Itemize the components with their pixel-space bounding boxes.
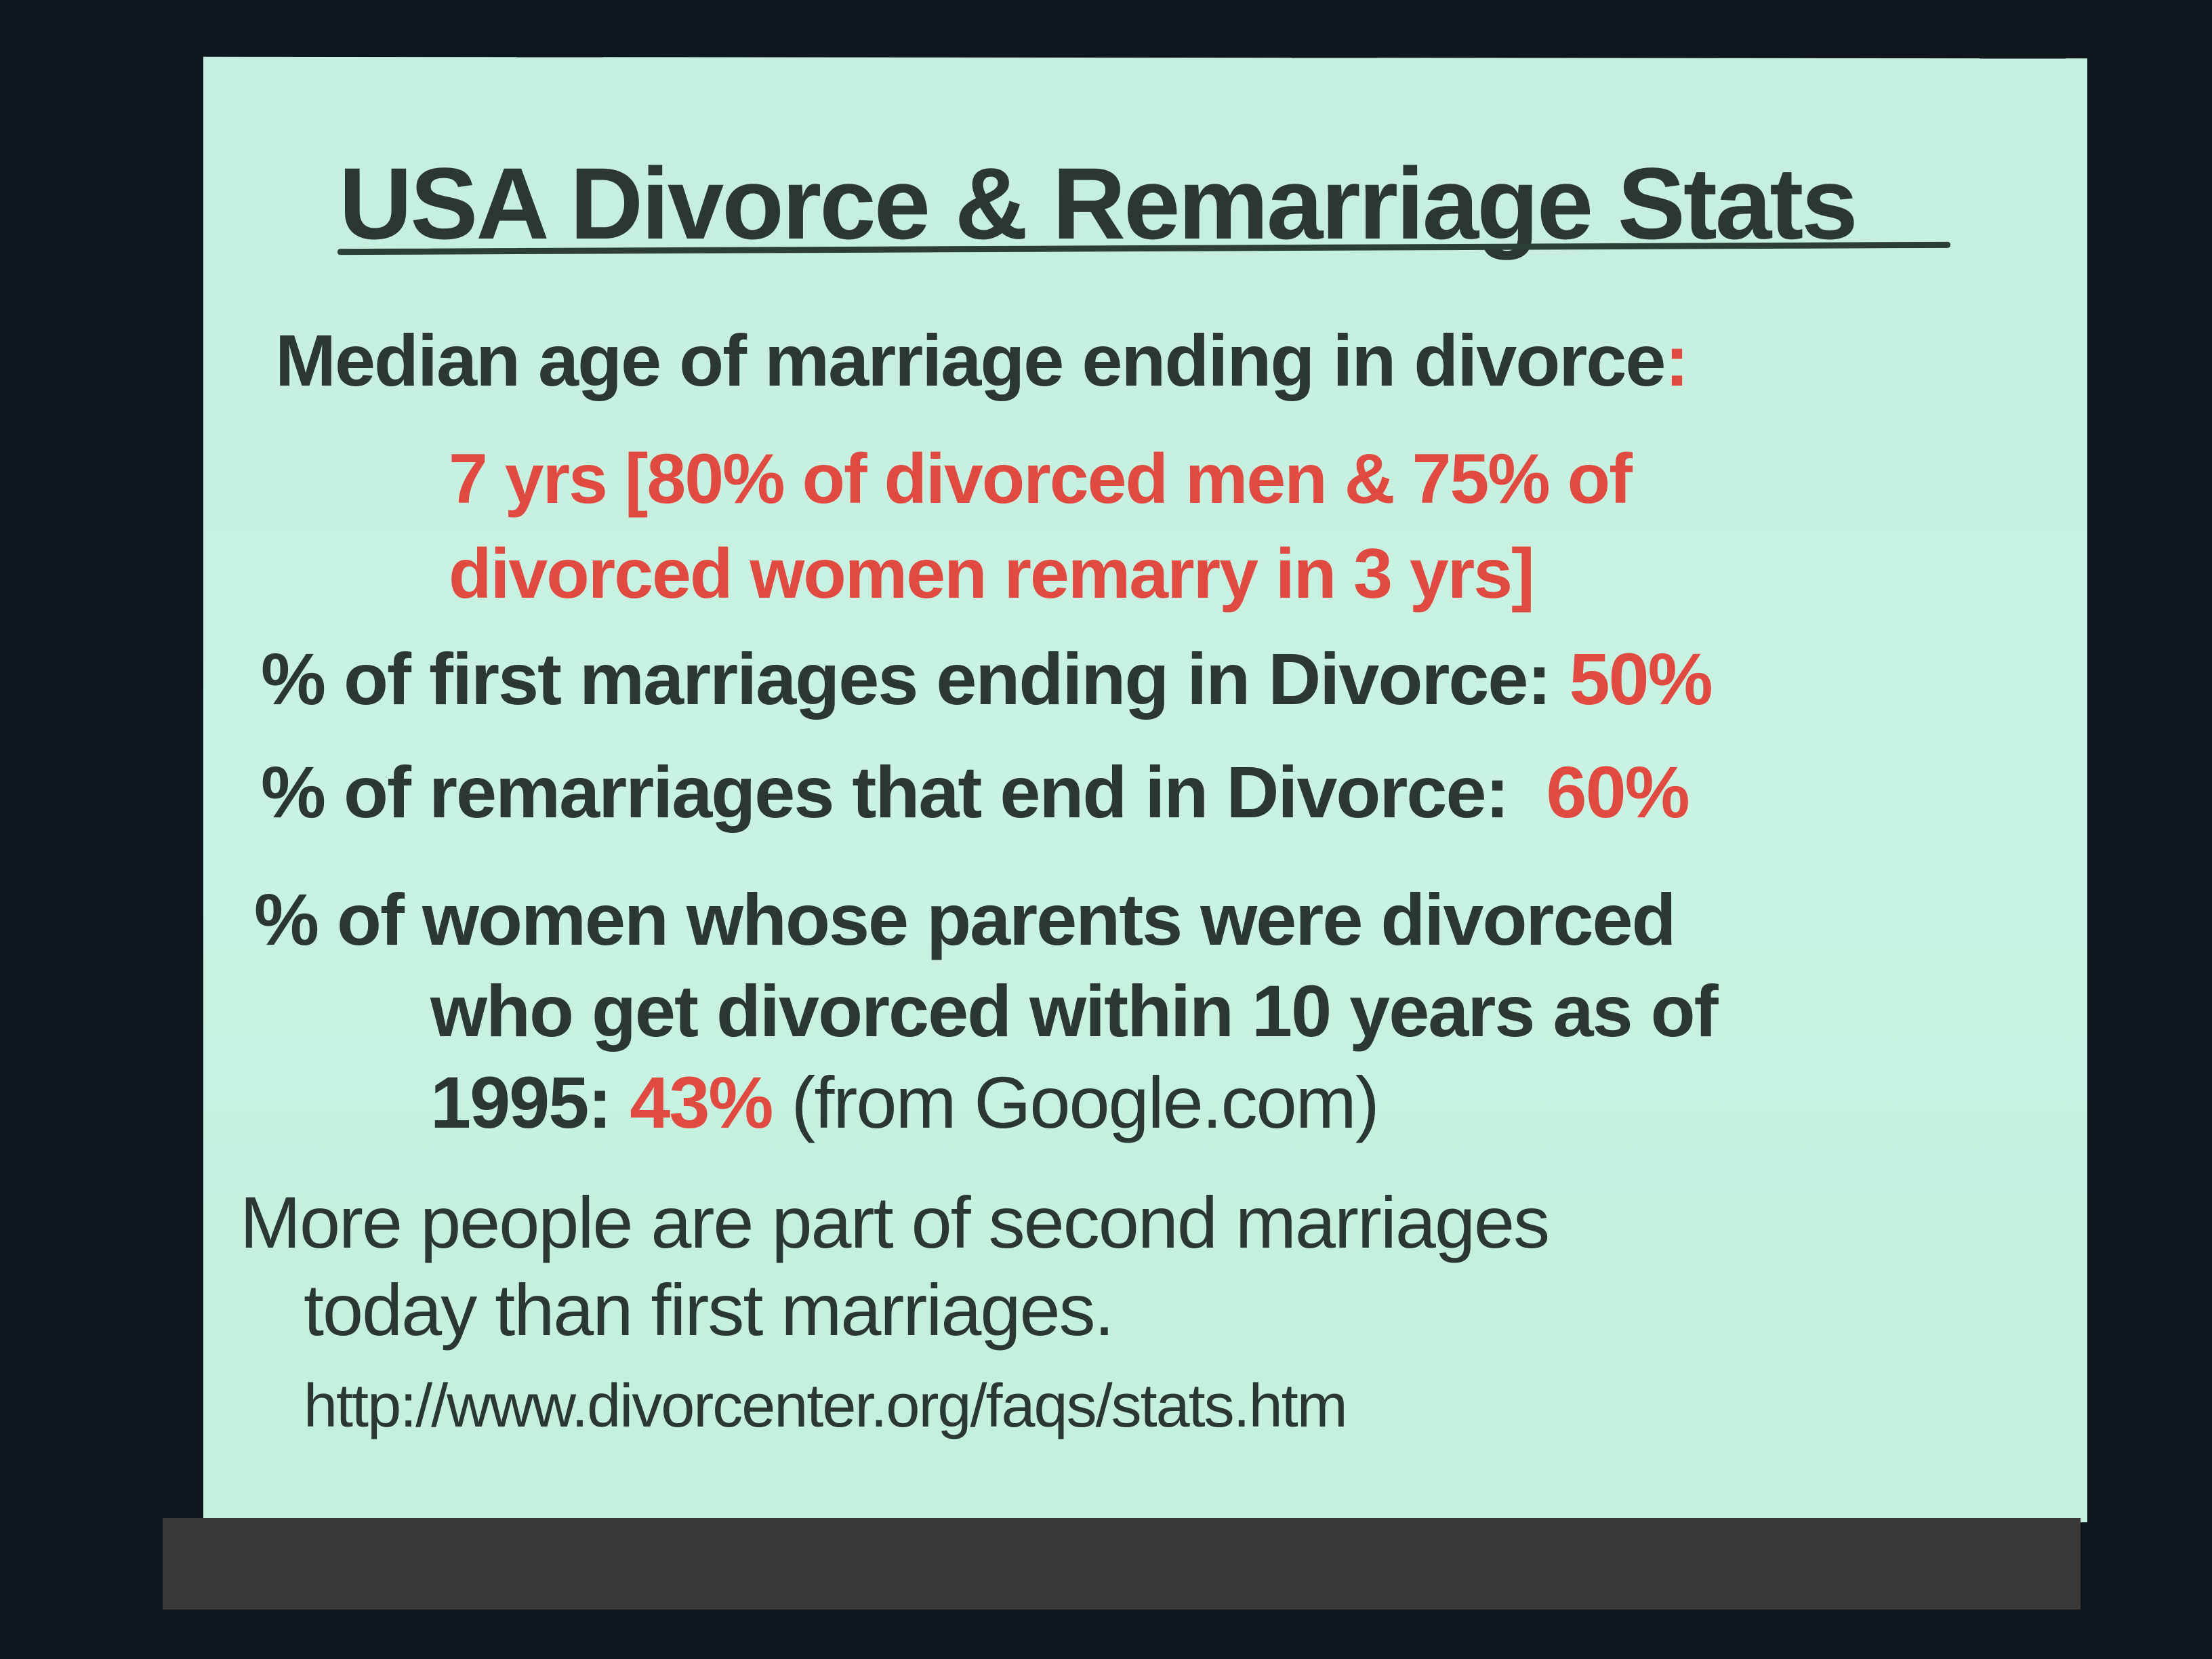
women-stat-year: 1995: [430,1061,612,1143]
median-age-value-line1: 7 yrs [80% of divorced men & 75% of [449,440,1633,518]
remarriages-stat: % of remarriages that end in Divorce: 60… [261,756,1690,829]
source-url: http://www.divorcenter.org/faqs/stats.ht… [304,1372,1348,1440]
projector-screen-bottom [163,1518,2081,1610]
women-stat-source: (from Google.com) [791,1061,1379,1143]
women-stat-line2: who get divorced within 10 years as of [430,970,1719,1052]
slide-title: USA Divorce & Remarriage Stats [339,146,1858,260]
first-marriages-value: 50% [1569,638,1713,720]
women-stat-line3: 1995: 43% (from Google.com) [430,1066,1380,1139]
second-marriages-line1: More people are part of second marriages [240,1181,1550,1263]
first-marriages-label: % of first marriages ending in Divorce: [261,638,1551,720]
second-marriages-line2: today than first marriages. [304,1269,1115,1351]
first-marriages-stat: % of first marriages ending in Divorce: … [261,642,1713,716]
remarriages-label: % of remarriages that end in Divorce: [261,751,1510,833]
median-age-value-line2: divorced women remarry in 3 yrs] [449,535,1535,613]
median-age-label: Median age of marriage ending in divorce… [275,324,1689,397]
median-age-colon: : [1664,319,1689,401]
median-age-text: Median age of marriage ending in divorce [275,319,1666,401]
women-stat-line1: % of women whose parents were divorced [254,878,1677,960]
remarriages-value: 60% [1546,751,1690,833]
women-stat-value: 43% [630,1061,773,1143]
